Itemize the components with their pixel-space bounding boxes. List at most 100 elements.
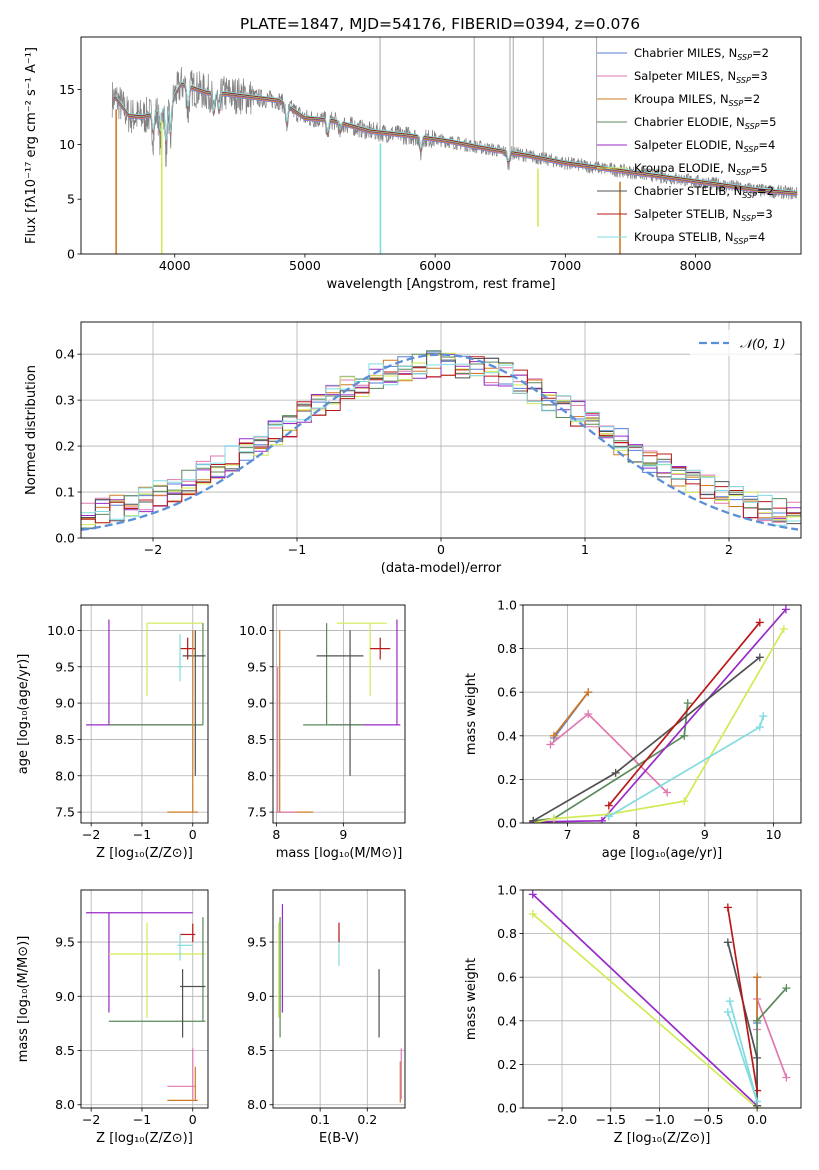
x-axis-label: E(B-V) — [319, 1131, 359, 1146]
legend-label-kroupa_miles: Kroupa MILES, NSSP=2 — [634, 92, 760, 108]
y-tick-label: 0.6 — [497, 970, 517, 985]
weight-marker-salpeter_elodie — [597, 816, 606, 823]
residual-legend: 𝒩(0, 1) — [690, 330, 795, 356]
y-tick-label: 9.5 — [247, 935, 267, 950]
x-tick-label: −1.5 — [596, 1112, 626, 1127]
x-tick-label: 0.1 — [310, 1112, 330, 1127]
model-spectrum-chabrier_stelib — [113, 82, 798, 193]
x-tick-label: 8 — [632, 827, 640, 842]
y-tick-label: 9.5 — [55, 659, 75, 674]
plot-area-spectrum — [111, 37, 798, 254]
plot-area-weight_vs_age — [529, 605, 790, 823]
weight-marker-kroupa_stelib — [753, 1097, 762, 1106]
weight-marker-chabrier_elodie — [680, 731, 689, 740]
weight-marker-chabrier_elodie — [683, 699, 692, 708]
y-tick-label: 0.3 — [55, 393, 75, 408]
legend-label-kroupa_elodie: Kroupa ELODIE, NSSP=5 — [634, 161, 768, 177]
y-tick-label: 9.0 — [55, 989, 75, 1004]
y-tick-label: 9.0 — [55, 696, 75, 711]
y-axis-label: mass weight — [464, 958, 479, 1040]
model-spectrum-kroupa_stelib — [113, 81, 798, 192]
panel-mass_vs_ebv: 0.1 0.2 8.0 8.5 9.0 9.5 E(B-V) — [247, 889, 406, 1146]
panel-spectrum: 4000 5000 6000 7000 8000 0 5 10 15 wavelength [An… — [24, 36, 802, 292]
y-axis-label: Flux [fλ10⁻¹⁷ erg cm⁻² s⁻¹ A⁻¹] — [24, 47, 39, 244]
weight-line-kroupa_miles — [553, 691, 589, 737]
y-tick-label: 9.0 — [247, 989, 267, 1004]
normal-reference-curve — [81, 353, 799, 532]
y-tick-label: 0.6 — [497, 685, 517, 700]
ticks-spectrum: 4000 5000 6000 7000 8000 0 5 10 15 — [59, 82, 711, 273]
y-tick-label: 0.8 — [497, 926, 517, 941]
y-tick-label: 8.0 — [55, 1097, 75, 1112]
axes-frame — [272, 889, 406, 1109]
x-tick-label: 0 — [189, 827, 197, 842]
ticks-weight_vs_Z: −2.0 −1.5 −1.0 −0.5 0.0 0.0 0.2 0.4 0.6 0.8 1.0 — [497, 883, 767, 1128]
weight-marker-salpeter_elodie — [781, 605, 790, 614]
y-tick-label: 8.0 — [55, 768, 75, 783]
plot-area-age_vs_mass — [276, 619, 401, 813]
spectrum-legend: Chabrier MILES, NSSP=2 Salpeter MILES, NS… — [597, 46, 776, 246]
x-tick-label: −0.5 — [693, 1112, 723, 1127]
ticks-mass_vs_ebv: 0.1 0.2 8.0 8.5 9.0 9.5 — [247, 935, 377, 1127]
weight-marker-kroupa_stelib — [725, 997, 734, 1006]
weight-marker-chabrier_elodie — [753, 1016, 762, 1025]
y-tick-label: 0.2 — [55, 439, 75, 454]
ticks-age_vs_mass: 8 9 7.5 8.0 8.5 9.0 9.5 10.0 — [239, 623, 347, 842]
x-tick-label: 1 — [581, 542, 589, 557]
legend-label-salpeter_elodie: Salpeter ELODIE, NSSP=4 — [634, 138, 775, 154]
y-tick-label: 0.4 — [497, 728, 517, 743]
legend-box — [690, 330, 795, 356]
x-tick-label: 9 — [701, 827, 709, 842]
model-spectrum-salpeter_stelib — [113, 82, 798, 193]
plot-area-residuals — [81, 350, 801, 532]
figure-title: PLATE=1847, MJD=54176, FIBERID=0394, z=0… — [240, 15, 640, 33]
y-tick-label: 9.5 — [247, 659, 267, 674]
legend-label-chabrier_elodie: Chabrier ELODIE, NSSP=5 — [634, 115, 776, 131]
plot-area-mass_vs_Z — [86, 912, 206, 1102]
plot-area-weight_vs_Z — [528, 890, 791, 1108]
x-tick-label: 0 — [437, 542, 445, 557]
legend-label-normal: 𝒩(0, 1) — [740, 336, 786, 351]
weight-marker-kroupa_elodie — [528, 909, 537, 918]
y-tick-label: 8.0 — [247, 768, 267, 783]
y-tick-label: 8.0 — [247, 1097, 267, 1112]
y-tick-label: 0.0 — [55, 531, 75, 546]
y-tick-label: 0.0 — [497, 1101, 517, 1116]
y-axis-label: mass weight — [464, 673, 479, 755]
weight-marker-salpeter_stelib — [755, 618, 764, 627]
y-tick-label: 8.5 — [55, 732, 75, 747]
y-tick-label: 8.5 — [55, 1043, 75, 1058]
ticks-residuals: −2 −1 0 1 2 0.0 0.1 0.2 0.3 0.4 — [55, 347, 733, 557]
y-tick-label: 7.5 — [55, 805, 75, 820]
plot-area-age_vs_Z — [86, 619, 206, 813]
panel-weight_vs_age: 7 8 9 10 0.0 0.2 0.4 0.6 0.8 1.0 age [log₁₀(age/yr… — [464, 598, 802, 861]
weight-marker-kroupa_stelib — [604, 812, 613, 821]
y-tick-label: 0 — [67, 247, 75, 262]
legend-label-chabrier_stelib: Chabrier STELIB, NSSP=2 — [634, 184, 774, 200]
y-tick-label: 10.0 — [239, 623, 267, 638]
panel-residuals: −2 −1 0 1 2 0.0 0.1 0.2 0.3 0.4 (data-model)/error… — [24, 321, 802, 576]
axes-frame — [522, 604, 802, 824]
weight-marker-kroupa_miles — [584, 688, 593, 697]
weight-marker-kroupa_stelib — [723, 1008, 732, 1017]
x-tick-label: −1 — [133, 1112, 151, 1127]
y-tick-label: 1.0 — [497, 598, 517, 613]
weight-marker-salpeter_miles — [546, 740, 555, 749]
weight-marker-salpeter_miles — [663, 788, 672, 797]
y-tick-label: 8.5 — [247, 1043, 267, 1058]
residual-histogram-kroupa_stelib — [81, 363, 801, 526]
y-tick-label: 10.0 — [47, 623, 75, 638]
model-spectrum-salpeter_elodie — [113, 83, 798, 194]
y-axis-label: age [log₁₀(age/yr)] — [16, 654, 31, 775]
weight-marker-salpeter_miles — [584, 710, 593, 718]
x-tick-label: 6000 — [419, 258, 451, 273]
weight-marker-kroupa_elodie — [779, 624, 788, 633]
x-tick-label: 10 — [766, 827, 782, 842]
x-axis-label: age [log₁₀(age/yr)] — [602, 846, 723, 861]
weight-line-salpeter_elodie — [532, 893, 758, 1107]
y-tick-label: 0.4 — [497, 1013, 517, 1028]
y-tick-label: 0.8 — [497, 641, 517, 656]
weight-marker-chabrier_stelib — [755, 653, 764, 662]
x-tick-label: −2 — [144, 542, 162, 557]
weight-line-kroupa_elodie — [532, 913, 758, 1108]
